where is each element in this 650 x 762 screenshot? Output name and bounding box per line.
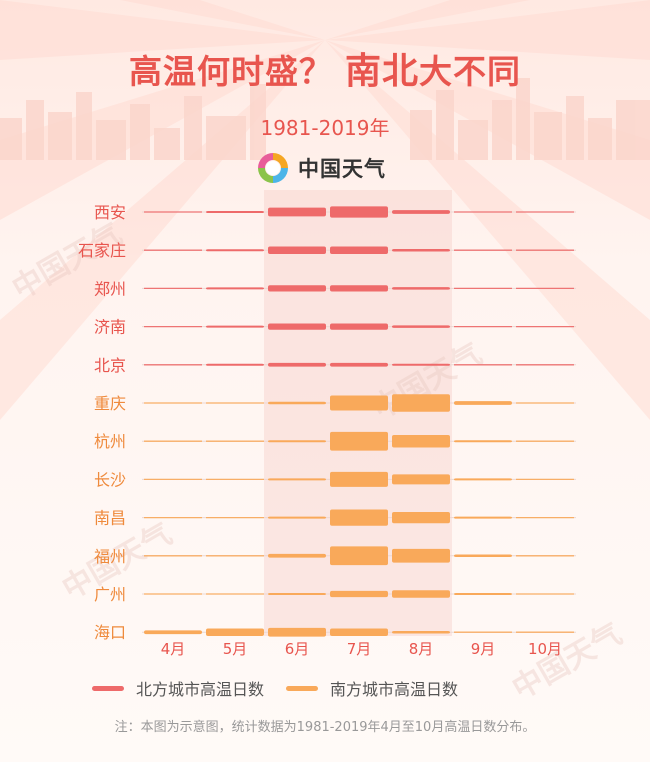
city-label-3: 济南 xyxy=(94,318,126,337)
bar-7-3 xyxy=(330,471,388,487)
footnote: 注：本图为示意图，统计数据为1981-2019年4月至10月高温日数分布。 xyxy=(114,720,536,735)
month-label-0: 4月 xyxy=(161,640,186,658)
bar-10-2 xyxy=(268,593,326,595)
bar-11-4 xyxy=(392,630,450,634)
bar-5-4 xyxy=(392,394,450,412)
bar-3-1 xyxy=(206,325,264,328)
bar-6-3 xyxy=(330,431,388,451)
bar-9-3 xyxy=(330,546,388,566)
bar-10-4 xyxy=(392,590,450,598)
bar-8-3 xyxy=(330,509,388,526)
bar-9-4 xyxy=(392,548,450,563)
city-label-6: 杭州 xyxy=(94,432,126,451)
bar-6-4 xyxy=(392,434,450,448)
legend-label-north: 北方城市高温日数 xyxy=(136,680,265,699)
legend-swatch-north xyxy=(92,685,124,691)
city-label-1: 石家庄 xyxy=(78,241,126,260)
title-part-1: 高温何时盛？ xyxy=(128,52,333,91)
brand-logo: 中国天气 xyxy=(254,148,386,188)
summer-highlight-band xyxy=(264,190,452,636)
month-label-2: 6月 xyxy=(285,640,310,658)
city-label-7: 长沙 xyxy=(94,470,126,489)
title-part-3: 大不同 xyxy=(419,52,521,91)
bar-3-4 xyxy=(392,325,450,328)
city-label-2: 郑州 xyxy=(94,279,126,298)
bar-8-5 xyxy=(454,516,512,519)
month-label-1: 5月 xyxy=(223,640,248,658)
logo-text: 中国天气 xyxy=(298,157,386,181)
legend-swatch-south xyxy=(286,685,319,691)
bar-0-1 xyxy=(206,211,264,213)
page-title: 高温何时盛？ 南北大不同 xyxy=(0,42,650,94)
bar-6-2 xyxy=(268,440,326,443)
bar-8-4 xyxy=(392,511,450,524)
bar-0-3 xyxy=(330,206,388,218)
bar-1-3 xyxy=(330,246,388,254)
city-label-10: 广州 xyxy=(94,585,126,604)
bar-1-4 xyxy=(392,248,450,252)
bar-7-4 xyxy=(392,474,450,485)
bar-4-1 xyxy=(206,363,264,366)
bar-4-3 xyxy=(330,362,388,367)
legend-item-north: 北方城市高温日数 xyxy=(92,676,264,700)
month-label-5: 9月 xyxy=(471,640,496,658)
city-label-0: 西安 xyxy=(94,203,126,222)
bar-8-2 xyxy=(268,516,326,519)
bar-2-2 xyxy=(268,285,326,292)
bar-9-5 xyxy=(454,554,512,558)
bar-5-5 xyxy=(454,401,512,405)
month-label-4: 8月 xyxy=(409,640,434,658)
bar-2-1 xyxy=(206,287,264,290)
city-skyline xyxy=(0,78,650,160)
subtitle: 1981-2019年 xyxy=(260,116,390,140)
city-label-11: 海口 xyxy=(94,623,126,642)
bar-9-2 xyxy=(268,553,326,558)
city-label-4: 北京 xyxy=(94,356,126,375)
bar-11-0 xyxy=(144,630,202,635)
bar-11-2 xyxy=(268,627,326,637)
bar-7-5 xyxy=(454,478,512,481)
bar-0-4 xyxy=(392,210,450,214)
bar-0-2 xyxy=(268,207,326,217)
title-part-2: 南北 xyxy=(344,51,419,92)
bar-3-3 xyxy=(330,323,388,330)
bar-1-2 xyxy=(268,246,326,254)
weather-logo-icon xyxy=(258,153,288,183)
bar-11-1 xyxy=(206,628,264,636)
bar-6-5 xyxy=(454,440,512,443)
bar-4-2 xyxy=(268,362,326,367)
bar-7-2 xyxy=(268,478,326,481)
legend: 北方城市高温日数 南方城市高温日数 xyxy=(92,676,480,700)
month-label-3: 7月 xyxy=(347,640,372,658)
bar-5-2 xyxy=(268,401,326,405)
bar-11-3 xyxy=(330,628,388,636)
bar-3-2 xyxy=(268,323,326,330)
watermark-3: 中国天气 xyxy=(507,617,628,707)
bar-10-3 xyxy=(330,590,388,598)
bar-4-4 xyxy=(392,363,450,366)
city-label-8: 南昌 xyxy=(94,509,126,528)
city-label-5: 重庆 xyxy=(94,394,126,413)
bar-10-5 xyxy=(454,593,512,595)
bar-5-3 xyxy=(330,395,388,411)
city-label-9: 福州 xyxy=(94,547,126,566)
month-label-6: 10月 xyxy=(528,640,562,658)
legend-item-south: 南方城市高温日数 xyxy=(286,676,458,700)
bar-2-4 xyxy=(392,287,450,290)
bar-1-1 xyxy=(206,249,264,252)
legend-label-south: 南方城市高温日数 xyxy=(330,680,459,699)
bar-2-3 xyxy=(330,285,388,292)
